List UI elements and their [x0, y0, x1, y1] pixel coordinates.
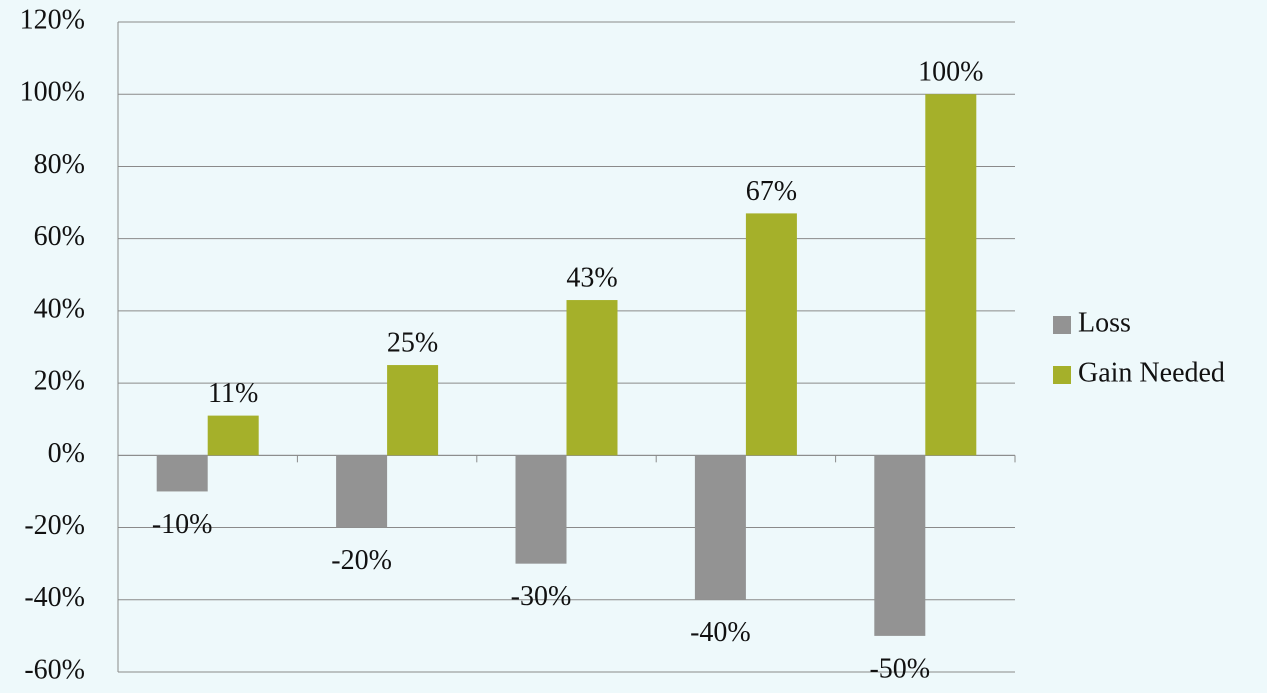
bar	[694, 455, 746, 600]
data-label: -50%	[869, 653, 930, 684]
y-tick-label: 40%	[34, 293, 85, 324]
data-label: -40%	[690, 617, 751, 648]
y-tick-label: 80%	[34, 149, 85, 180]
bar	[336, 455, 388, 528]
data-label: 100%	[918, 57, 983, 88]
y-tick-label: 100%	[20, 77, 85, 108]
data-label: 43%	[566, 262, 617, 293]
data-label: -20%	[331, 545, 392, 576]
bar	[566, 300, 618, 456]
data-label: 25%	[387, 327, 438, 358]
y-tick-label: -60%	[24, 654, 85, 685]
bar	[387, 365, 439, 456]
data-label: -10%	[152, 509, 213, 540]
bar	[515, 455, 567, 564]
bar	[874, 455, 926, 636]
data-label: 11%	[208, 378, 258, 409]
data-label: -30%	[511, 581, 572, 612]
data-label: 67%	[746, 176, 797, 207]
bar	[156, 455, 208, 492]
y-tick-label: -20%	[24, 510, 85, 541]
bar	[207, 415, 259, 456]
bar	[745, 213, 797, 456]
legend-label: Gain Needed	[1078, 357, 1225, 388]
y-tick-label: 0%	[48, 438, 85, 469]
y-tick-label: 60%	[34, 221, 85, 252]
y-tick-label: 120%	[20, 4, 85, 35]
y-tick-label: -40%	[24, 582, 85, 613]
y-tick-label: 20%	[34, 366, 85, 397]
legend-swatch	[1053, 316, 1071, 334]
legend-swatch	[1053, 366, 1071, 384]
bar	[925, 94, 977, 456]
legend-label: Loss	[1078, 307, 1131, 338]
